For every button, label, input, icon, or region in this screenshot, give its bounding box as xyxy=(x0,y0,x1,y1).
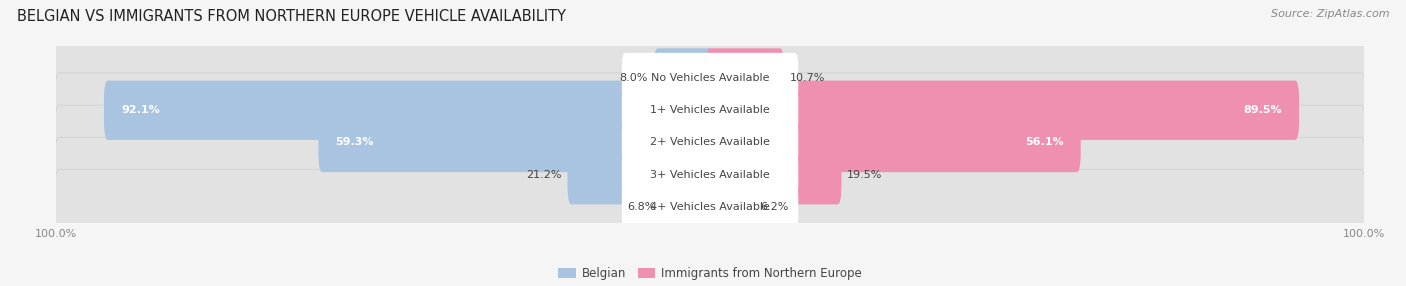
FancyBboxPatch shape xyxy=(621,150,799,200)
FancyBboxPatch shape xyxy=(55,41,1365,115)
FancyBboxPatch shape xyxy=(621,117,799,168)
Text: 92.1%: 92.1% xyxy=(121,105,160,115)
Legend: Belgian, Immigrants from Northern Europe: Belgian, Immigrants from Northern Europe xyxy=(553,262,868,285)
Text: 10.7%: 10.7% xyxy=(790,73,825,83)
Text: 4+ Vehicles Available: 4+ Vehicles Available xyxy=(650,202,770,212)
FancyBboxPatch shape xyxy=(662,177,714,237)
FancyBboxPatch shape xyxy=(55,73,1365,148)
FancyBboxPatch shape xyxy=(621,182,799,232)
Text: 2+ Vehicles Available: 2+ Vehicles Available xyxy=(650,138,770,148)
FancyBboxPatch shape xyxy=(706,113,1081,172)
FancyBboxPatch shape xyxy=(654,48,714,108)
Text: 89.5%: 89.5% xyxy=(1243,105,1282,115)
FancyBboxPatch shape xyxy=(621,85,799,135)
FancyBboxPatch shape xyxy=(706,145,841,204)
FancyBboxPatch shape xyxy=(318,113,714,172)
Text: Source: ZipAtlas.com: Source: ZipAtlas.com xyxy=(1271,9,1389,19)
Text: No Vehicles Available: No Vehicles Available xyxy=(651,73,769,83)
FancyBboxPatch shape xyxy=(706,81,1299,140)
FancyBboxPatch shape xyxy=(621,53,799,103)
FancyBboxPatch shape xyxy=(55,137,1365,212)
FancyBboxPatch shape xyxy=(706,177,755,237)
Text: 6.8%: 6.8% xyxy=(627,202,655,212)
Text: 3+ Vehicles Available: 3+ Vehicles Available xyxy=(650,170,770,180)
FancyBboxPatch shape xyxy=(568,145,714,204)
Text: 6.2%: 6.2% xyxy=(761,202,789,212)
Text: 1+ Vehicles Available: 1+ Vehicles Available xyxy=(650,105,770,115)
FancyBboxPatch shape xyxy=(104,81,714,140)
Text: 56.1%: 56.1% xyxy=(1025,138,1064,148)
Text: 21.2%: 21.2% xyxy=(526,170,561,180)
Text: 19.5%: 19.5% xyxy=(848,170,883,180)
FancyBboxPatch shape xyxy=(55,170,1365,244)
Text: BELGIAN VS IMMIGRANTS FROM NORTHERN EUROPE VEHICLE AVAILABILITY: BELGIAN VS IMMIGRANTS FROM NORTHERN EURO… xyxy=(17,9,565,23)
FancyBboxPatch shape xyxy=(55,105,1365,180)
Text: 8.0%: 8.0% xyxy=(620,73,648,83)
FancyBboxPatch shape xyxy=(706,48,785,108)
Text: 59.3%: 59.3% xyxy=(336,138,374,148)
